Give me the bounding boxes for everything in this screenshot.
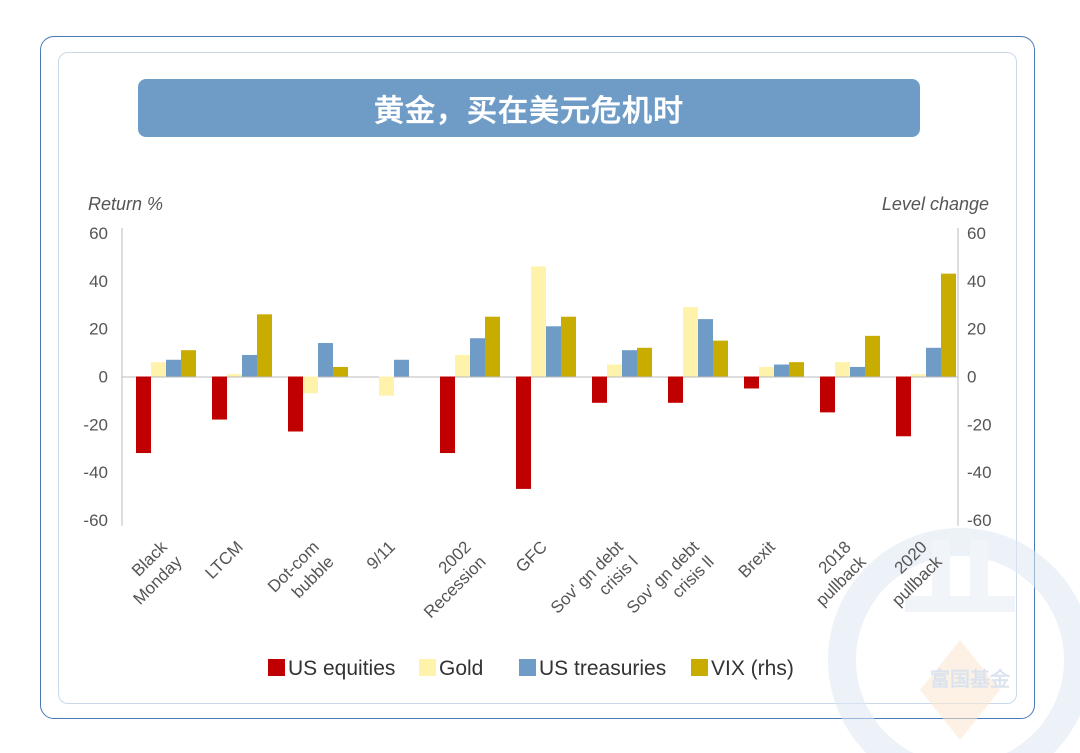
bar	[394, 359, 409, 377]
right-axis-label: Level change	[882, 194, 989, 214]
bar	[774, 364, 789, 377]
bar	[516, 376, 531, 489]
bar	[683, 307, 698, 377]
right-tick-label: -40	[967, 463, 992, 482]
bar	[592, 376, 607, 403]
x-tick-label: LTCM	[202, 537, 247, 582]
x-tick-label: GFC	[512, 537, 551, 576]
legend-label: Gold	[439, 657, 483, 680]
left-tick-label: -20	[83, 415, 108, 434]
bar	[440, 376, 455, 454]
watermark-logo-icon	[828, 528, 1080, 753]
bar	[713, 340, 728, 377]
bar	[333, 366, 348, 377]
left-axis-label: Return %	[88, 194, 163, 214]
x-tick-label-line: Brexit	[735, 537, 779, 581]
legend-swatch	[419, 659, 436, 676]
bar	[257, 314, 272, 377]
x-tick-label-line: LTCM	[202, 537, 247, 582]
left-tick-label: -40	[83, 463, 108, 482]
bar	[531, 266, 546, 377]
legend-swatch	[268, 659, 285, 676]
x-tick-label: 9/11	[363, 537, 399, 573]
title-banner: 黄金，买在美元危机时	[138, 79, 920, 137]
legend-swatch	[691, 659, 708, 676]
bar	[136, 376, 151, 454]
bar	[835, 362, 850, 377]
bar	[911, 374, 926, 377]
bars	[136, 266, 956, 489]
x-tick-label: Brexit	[735, 537, 779, 581]
bar	[455, 354, 470, 377]
bar	[470, 338, 485, 377]
bar	[561, 316, 576, 377]
bar	[318, 343, 333, 377]
left-tick-label: 60	[89, 224, 108, 243]
right-tick-label: 40	[967, 272, 986, 291]
bar	[151, 362, 166, 377]
bar	[789, 362, 804, 377]
bar	[896, 376, 911, 437]
left-tick-label: 0	[99, 368, 108, 387]
right-tick-label: -60	[967, 511, 992, 530]
right-ticks: 60 40 20 0 -20 -40 -60	[967, 224, 992, 530]
left-tick-label: -60	[83, 511, 108, 530]
bar	[850, 366, 865, 377]
x-tick-label-line: GFC	[512, 537, 551, 576]
bar	[668, 376, 683, 403]
bar	[379, 376, 394, 396]
watermark-text: 富国基金	[930, 667, 1011, 691]
right-tick-label: -20	[967, 415, 992, 434]
inner-frame	[58, 52, 1017, 704]
left-tick-label: 20	[89, 320, 108, 339]
right-tick-label: 60	[967, 224, 986, 243]
left-ticks: 60 40 20 0 -20 -40 -60	[83, 224, 108, 530]
bar	[288, 376, 303, 432]
bar	[820, 376, 835, 413]
x-tick-label-line: 9/11	[363, 537, 399, 573]
bar	[212, 376, 227, 420]
bar	[926, 347, 941, 377]
legend: US equities Gold US treasuries VIX (rhs)	[268, 657, 794, 680]
legend-swatch	[519, 659, 536, 676]
bar	[744, 376, 759, 389]
legend-label: VIX (rhs)	[711, 657, 794, 680]
outer-frame	[40, 36, 1035, 719]
bar	[865, 335, 880, 377]
bar	[181, 350, 196, 377]
bar	[622, 350, 637, 377]
right-tick-label: 0	[967, 368, 976, 387]
bar	[759, 366, 774, 377]
bar	[546, 326, 561, 377]
bar	[242, 354, 257, 377]
left-tick-label: 40	[89, 272, 108, 291]
bar	[941, 273, 956, 377]
bar	[607, 364, 622, 377]
bar	[303, 376, 318, 394]
bar	[166, 359, 181, 377]
bar	[637, 347, 652, 377]
banner-title: 黄金，买在美元危机时	[374, 94, 684, 129]
bar	[227, 374, 242, 377]
right-tick-label: 20	[967, 320, 986, 339]
bar	[485, 316, 500, 377]
legend-label: US treasuries	[539, 657, 666, 680]
legend-label: US equities	[288, 657, 395, 680]
bar	[698, 319, 713, 377]
